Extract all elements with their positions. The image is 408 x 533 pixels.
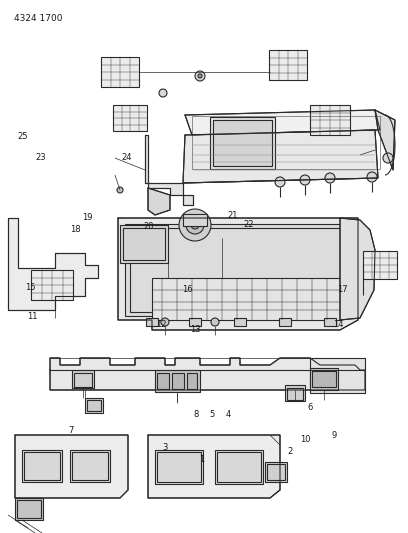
Bar (172, 373, 184, 389)
Bar (31, 270, 73, 300)
Polygon shape (185, 110, 380, 135)
Bar (157, 373, 169, 389)
Bar (215, 450, 263, 484)
Polygon shape (148, 435, 280, 498)
Polygon shape (8, 218, 98, 310)
Polygon shape (340, 218, 375, 320)
Bar (269, 50, 307, 80)
Bar (192, 116, 380, 169)
Bar (72, 370, 94, 388)
Circle shape (159, 89, 167, 97)
Bar (324, 318, 336, 326)
Text: 5: 5 (210, 410, 215, 419)
Circle shape (383, 153, 393, 163)
Text: 4324 1700: 4324 1700 (14, 14, 62, 23)
Bar (187, 373, 197, 389)
Text: 10: 10 (300, 435, 310, 443)
Text: 15: 15 (25, 284, 36, 292)
Circle shape (179, 209, 211, 241)
Bar (279, 318, 291, 326)
Bar (72, 452, 108, 480)
Circle shape (300, 175, 310, 185)
Bar (217, 452, 261, 482)
Bar (87, 400, 101, 411)
Circle shape (325, 173, 335, 183)
Text: 11: 11 (27, 312, 38, 320)
Text: 9: 9 (332, 432, 337, 440)
Circle shape (117, 187, 123, 193)
Bar (113, 105, 147, 131)
Circle shape (161, 318, 169, 326)
Polygon shape (148, 188, 170, 215)
Bar (101, 57, 139, 87)
Bar (125, 224, 355, 316)
Text: 16: 16 (182, 285, 193, 294)
Text: 2: 2 (287, 448, 292, 456)
Bar (210, 117, 275, 169)
Bar (310, 368, 338, 390)
Circle shape (198, 74, 202, 78)
Circle shape (367, 172, 377, 182)
Text: 13: 13 (191, 325, 201, 334)
Bar (363, 251, 397, 279)
Bar (310, 358, 365, 393)
Bar (155, 450, 203, 484)
Bar (189, 318, 201, 326)
Text: 4: 4 (226, 410, 231, 419)
Bar (146, 318, 158, 326)
Bar (74, 373, 92, 387)
Text: 25: 25 (17, 132, 28, 141)
Text: 8: 8 (193, 410, 199, 419)
Bar (120, 225, 168, 263)
Circle shape (211, 318, 219, 326)
Bar (24, 452, 60, 480)
Circle shape (195, 71, 205, 81)
Polygon shape (50, 358, 365, 390)
Text: 24: 24 (121, 154, 132, 162)
Polygon shape (375, 110, 395, 170)
Circle shape (275, 177, 285, 187)
Circle shape (191, 221, 199, 229)
Text: 17: 17 (337, 285, 348, 294)
Bar (157, 452, 201, 482)
Text: 23: 23 (35, 154, 46, 162)
Text: 21: 21 (227, 212, 238, 220)
Bar (155, 370, 200, 392)
Text: 6: 6 (307, 403, 313, 412)
Bar (267, 464, 285, 480)
Bar (123, 228, 165, 260)
Text: 1: 1 (200, 455, 204, 464)
Polygon shape (183, 130, 378, 183)
Text: 22: 22 (244, 221, 254, 229)
Bar (130, 228, 350, 312)
Text: 12: 12 (156, 320, 166, 328)
Bar (287, 388, 303, 400)
Bar (152, 278, 340, 320)
Text: 19: 19 (82, 213, 93, 222)
Text: 20: 20 (144, 222, 154, 231)
Bar (85, 398, 103, 413)
Text: 7: 7 (69, 426, 74, 435)
Bar (234, 318, 246, 326)
Bar (70, 450, 110, 482)
Text: 14: 14 (333, 320, 344, 328)
Bar (312, 371, 336, 387)
Bar (22, 450, 62, 482)
Bar (285, 385, 305, 401)
Bar (15, 498, 43, 520)
Bar (17, 500, 41, 518)
Polygon shape (118, 218, 358, 330)
Circle shape (186, 216, 204, 234)
Bar (265, 462, 287, 482)
Bar (310, 105, 350, 135)
Bar (183, 214, 207, 226)
Text: 3: 3 (162, 443, 168, 452)
Polygon shape (15, 435, 128, 498)
Bar (213, 120, 272, 166)
Text: 18: 18 (70, 225, 81, 233)
Polygon shape (145, 135, 193, 205)
